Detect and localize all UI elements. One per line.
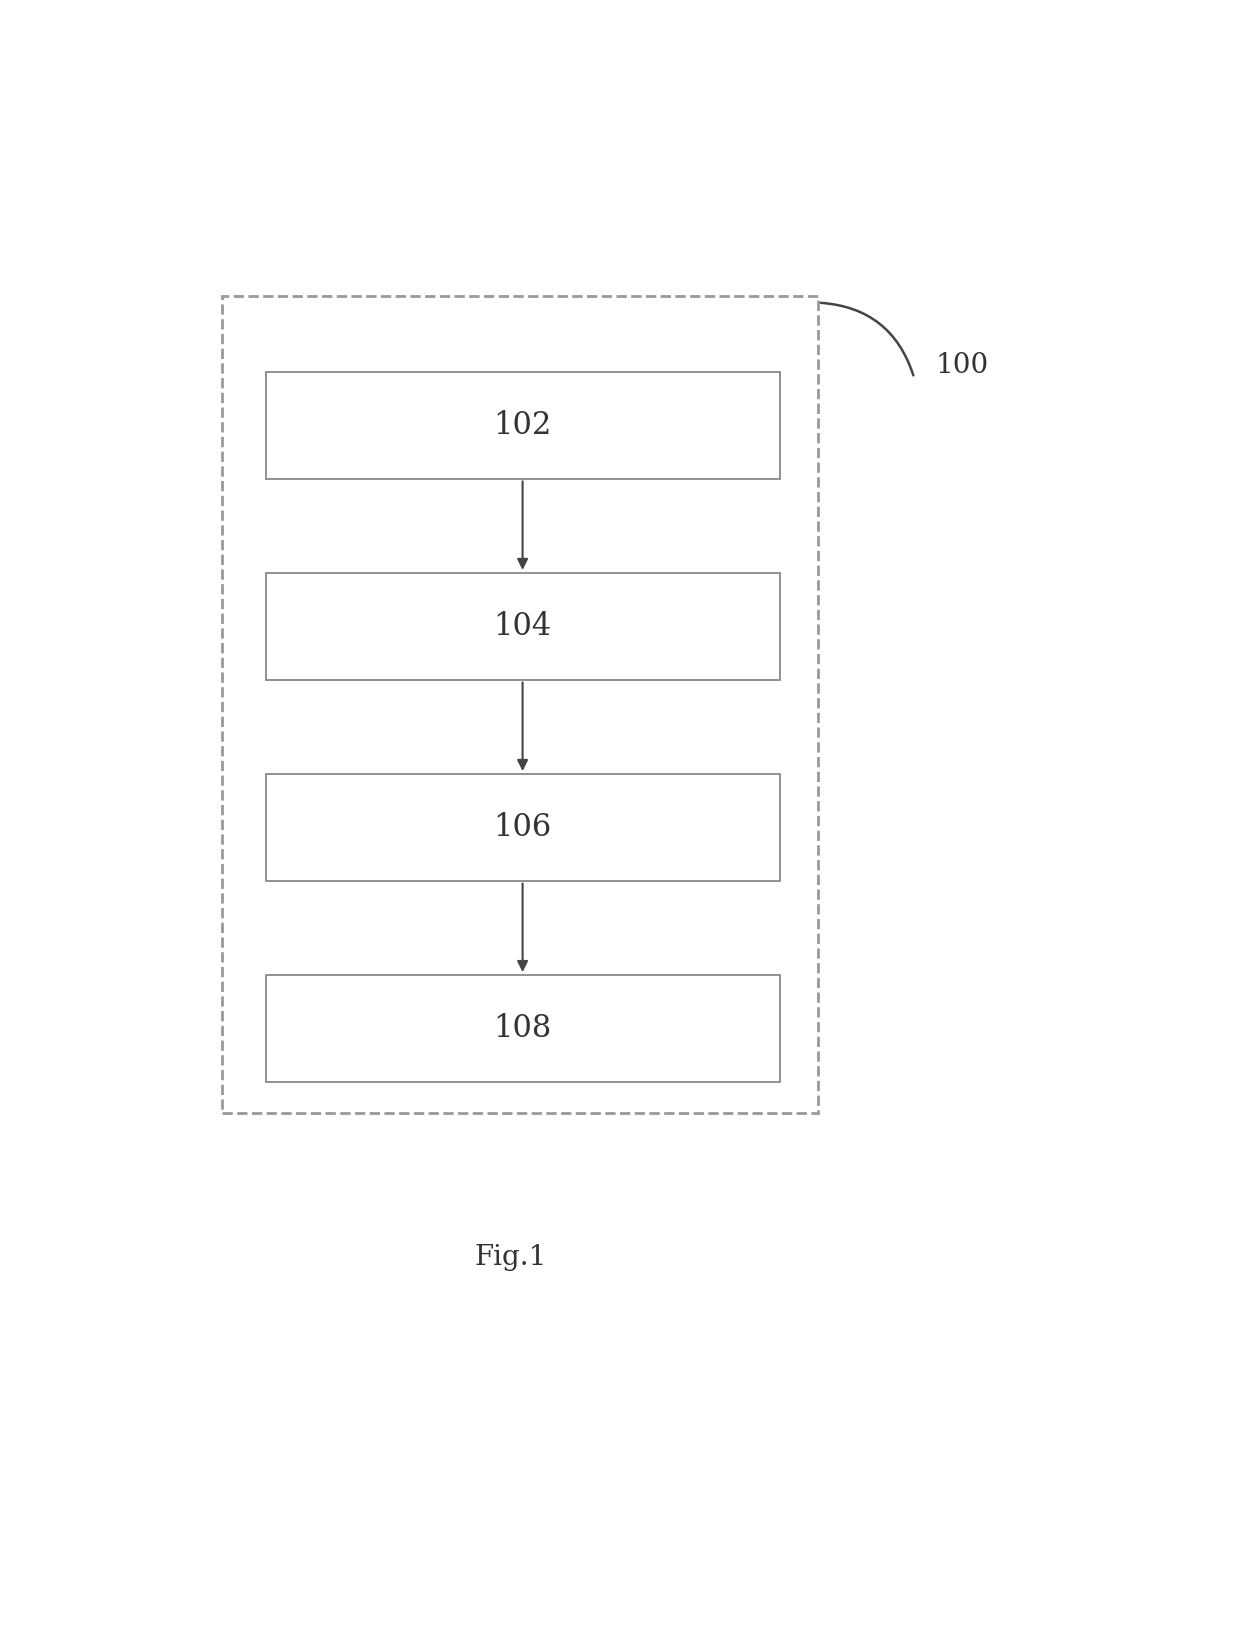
FancyArrowPatch shape <box>821 304 914 375</box>
Bar <box>265 974 780 1082</box>
Text: Fig.1: Fig.1 <box>475 1244 547 1271</box>
Text: 106: 106 <box>494 811 552 842</box>
Bar <box>265 573 780 679</box>
Bar <box>265 774 780 881</box>
Text: 108: 108 <box>494 1013 552 1044</box>
Bar <box>222 297 818 1113</box>
Bar <box>265 372 780 478</box>
Text: 104: 104 <box>494 610 552 641</box>
Text: 102: 102 <box>494 410 552 441</box>
Text: 100: 100 <box>936 353 988 379</box>
